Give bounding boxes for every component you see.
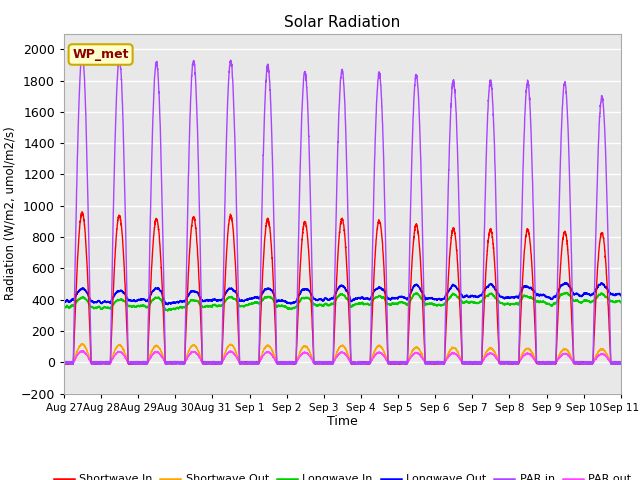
Shortwave In	[78, 209, 86, 215]
PAR out	[135, 361, 143, 367]
Line: Longwave In: Longwave In	[64, 293, 621, 311]
PAR out	[616, 360, 624, 366]
Line: Longwave Out: Longwave Out	[64, 283, 621, 304]
PAR in	[617, 361, 625, 367]
PAR out	[161, 358, 168, 364]
Longwave In	[60, 304, 68, 310]
Longwave Out	[436, 297, 444, 302]
PAR out	[499, 360, 507, 366]
Longwave Out	[616, 291, 624, 297]
Shortwave Out	[60, 360, 68, 366]
Longwave In	[322, 300, 330, 306]
Longwave Out	[499, 294, 507, 300]
Shortwave In	[60, 360, 68, 366]
Shortwave In	[62, 361, 70, 367]
PAR in	[60, 359, 68, 364]
PAR in	[161, 305, 168, 311]
Longwave In	[160, 304, 168, 310]
Longwave Out	[617, 293, 625, 299]
Legend: Shortwave In, Shortwave Out, Longwave In, Longwave Out, PAR in, PAR out: Shortwave In, Shortwave Out, Longwave In…	[49, 470, 636, 480]
PAR in	[616, 361, 624, 367]
Longwave In	[467, 299, 475, 305]
PAR out	[617, 360, 625, 366]
Shortwave In	[161, 334, 168, 340]
Shortwave In	[468, 360, 476, 366]
Shortwave Out	[468, 360, 476, 366]
Longwave In	[436, 303, 444, 309]
Title: Solar Radiation: Solar Radiation	[284, 15, 401, 30]
PAR out	[468, 360, 476, 366]
Line: PAR in: PAR in	[64, 53, 621, 364]
Longwave Out	[160, 297, 168, 303]
PAR out	[322, 360, 330, 366]
Shortwave Out	[436, 360, 444, 366]
PAR in	[499, 360, 507, 366]
Shortwave In	[499, 361, 507, 367]
Shortwave Out	[617, 360, 625, 366]
Text: WP_met: WP_met	[72, 48, 129, 61]
Shortwave In	[436, 360, 444, 365]
Longwave In	[616, 299, 624, 304]
Longwave Out	[164, 301, 172, 307]
Shortwave In	[616, 360, 624, 365]
PAR in	[70, 361, 77, 367]
Y-axis label: Radiation (W/m2, umol/m2/s): Radiation (W/m2, umol/m2/s)	[3, 127, 17, 300]
Longwave In	[499, 301, 507, 307]
Shortwave In	[322, 361, 330, 367]
Shortwave Out	[499, 360, 507, 366]
PAR in	[322, 360, 330, 366]
Line: Shortwave In: Shortwave In	[64, 212, 621, 364]
Longwave Out	[60, 298, 68, 304]
Shortwave Out	[322, 360, 330, 366]
Shortwave Out	[616, 360, 624, 366]
Line: Shortwave Out: Shortwave Out	[64, 344, 621, 364]
Longwave Out	[322, 295, 330, 301]
PAR out	[77, 348, 85, 354]
Shortwave In	[617, 360, 625, 366]
Shortwave Out	[161, 357, 168, 363]
Longwave Out	[597, 280, 605, 286]
PAR in	[436, 361, 444, 367]
Shortwave Out	[78, 341, 86, 347]
Longwave In	[563, 290, 571, 296]
Shortwave Out	[99, 361, 106, 367]
Longwave In	[164, 308, 172, 313]
X-axis label: Time: Time	[327, 415, 358, 429]
PAR out	[60, 360, 68, 366]
Longwave In	[617, 300, 625, 305]
PAR out	[436, 360, 444, 366]
Longwave Out	[467, 293, 475, 299]
PAR in	[79, 50, 86, 56]
Line: PAR out: PAR out	[64, 351, 621, 364]
PAR in	[468, 360, 476, 366]
